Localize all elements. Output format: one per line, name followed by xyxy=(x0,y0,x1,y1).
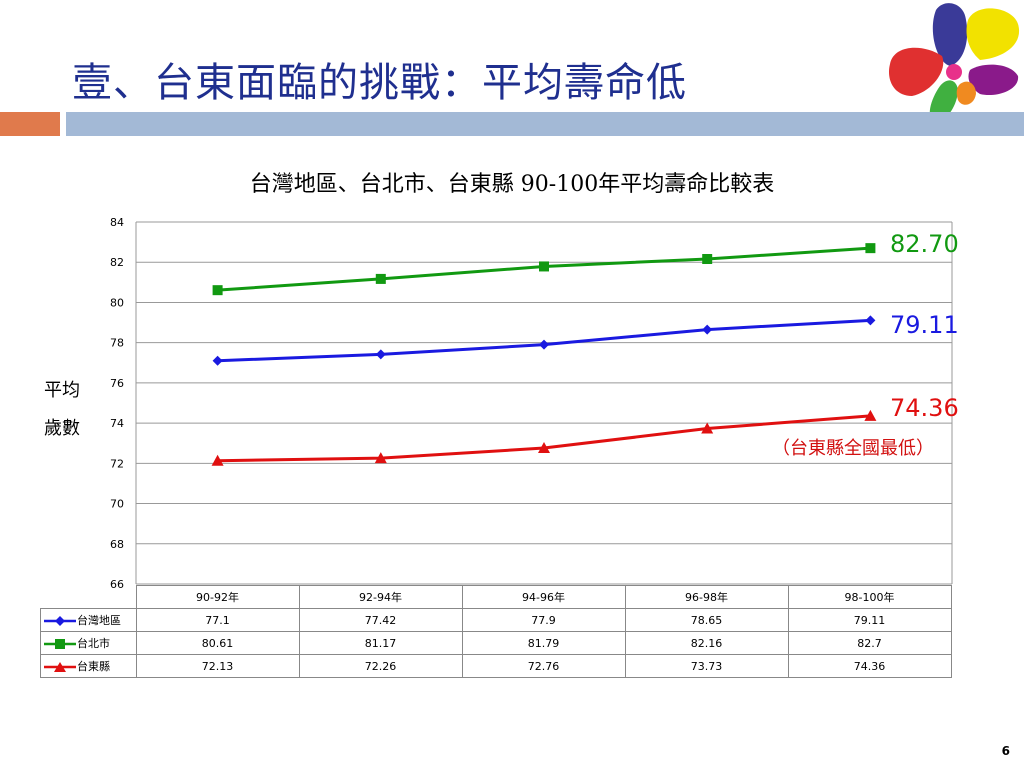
legend-taipei: 台北市 xyxy=(40,631,137,655)
data-point xyxy=(865,243,876,254)
table-cell: 77.9 xyxy=(461,608,626,632)
table-row: 台灣地區 77.1 77.42 77.9 78.65 79.11 xyxy=(40,608,952,632)
y-axis-label-line1: 平均 xyxy=(44,380,80,401)
y-tick-label: 72 xyxy=(110,457,124,470)
y-tick-label: 68 xyxy=(110,538,124,551)
table-header-cell: 98-100年 xyxy=(787,585,952,609)
y-tick-label: 70 xyxy=(110,498,124,511)
line-chart: 84 82 80 78 76 74 72 70 68 66 xyxy=(110,216,953,590)
table-cell: 82.7 xyxy=(787,631,952,655)
y-tick-label: 74 xyxy=(110,417,124,430)
diamond-marker-icon xyxy=(44,616,76,626)
table-cell: 81.17 xyxy=(298,631,463,655)
chart-title: 台灣地區、台北市、台東縣 90-100年平均壽命比較表 xyxy=(249,172,775,197)
legend-label: 台北市 xyxy=(77,637,110,650)
legend-label: 台東縣 xyxy=(77,660,110,673)
data-point xyxy=(375,349,386,360)
data-point xyxy=(701,422,714,434)
table-cell: 78.65 xyxy=(624,608,789,632)
legend-taitung: 台東縣 xyxy=(40,654,137,678)
logo-petal-red xyxy=(888,47,944,96)
data-point xyxy=(865,315,876,326)
data-point xyxy=(212,355,223,366)
table-header-cell: 94-96年 xyxy=(461,585,626,609)
table-cell: 73.73 xyxy=(624,654,789,678)
square-marker-icon xyxy=(44,639,76,649)
table-header-cell: 96-98年 xyxy=(624,585,789,609)
data-table: 90-92年 92-94年 94-96年 96-98年 98-100年 台灣地區… xyxy=(40,585,952,678)
y-tick-label: 80 xyxy=(110,296,124,309)
y-tick-label: 82 xyxy=(110,256,124,269)
table-cell: 81.79 xyxy=(461,631,626,655)
logo-center xyxy=(946,64,962,80)
data-point xyxy=(702,254,713,265)
data-point xyxy=(374,452,387,464)
table-cell: 79.11 xyxy=(787,608,952,632)
table-header-cell: 90-92年 xyxy=(135,585,300,609)
logo-petal-yellow xyxy=(966,8,1020,61)
table-cell: 80.61 xyxy=(135,631,300,655)
legend-taiwan: 台灣地區 xyxy=(40,608,137,632)
data-point xyxy=(702,324,713,335)
end-label-taiwan: 79.11 xyxy=(890,311,959,339)
legend-label: 台灣地區 xyxy=(77,614,121,627)
triangle-marker-icon xyxy=(44,662,76,672)
logo-petal-blue xyxy=(932,3,968,66)
table-header-row: 90-92年 92-94年 94-96年 96-98年 98-100年 xyxy=(41,585,952,609)
table-cell: 82.16 xyxy=(624,631,789,655)
table-cell: 72.76 xyxy=(461,654,626,678)
data-point xyxy=(864,409,877,421)
title-underline-bar xyxy=(66,112,1024,136)
end-label-taipei: 82.70 xyxy=(890,230,959,258)
logo-petal-green xyxy=(929,80,958,122)
data-point xyxy=(538,442,550,454)
data-point xyxy=(211,454,224,466)
table-header-cell: 92-94年 xyxy=(298,585,463,609)
logo-flower-icon xyxy=(888,3,1020,122)
data-point xyxy=(375,273,386,284)
table-cell: 72.26 xyxy=(298,654,463,678)
table-row: 台北市 80.61 81.17 81.79 82.16 82.7 xyxy=(40,631,952,655)
logo-petal-orange xyxy=(956,81,976,105)
y-tick-label: 66 xyxy=(110,578,124,590)
lowest-note: （台東縣全國最低） xyxy=(772,438,934,459)
data-point xyxy=(212,285,223,296)
table-cell: 77.1 xyxy=(135,608,300,632)
y-tick-label: 76 xyxy=(110,377,124,390)
slide-title: 壹、台東面臨的挑戰：平均壽命低 xyxy=(72,60,687,106)
data-point xyxy=(539,261,549,272)
y-axis-label-line2: 歲數 xyxy=(44,418,80,439)
y-tick-label: 78 xyxy=(110,337,124,350)
table-corner xyxy=(41,586,137,609)
y-tick-label: 84 xyxy=(110,216,124,229)
data-point xyxy=(539,339,549,350)
logo-petal-purple xyxy=(968,64,1019,96)
page-number: 6 xyxy=(1001,744,1010,758)
table-row: 台東縣 72.13 72.26 72.76 73.73 74.36 xyxy=(40,654,952,678)
end-label-taitung: 74.36 xyxy=(890,394,959,422)
title-accent-bar xyxy=(0,112,60,136)
table-cell: 72.13 xyxy=(135,654,300,678)
table-cell: 74.36 xyxy=(787,654,952,678)
table-cell: 77.42 xyxy=(298,608,463,632)
